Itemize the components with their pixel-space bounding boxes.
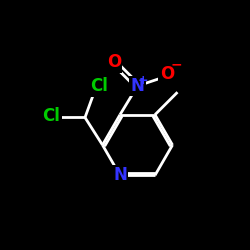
Text: O: O	[107, 53, 121, 71]
Text: −: −	[171, 57, 182, 71]
Text: +: +	[138, 74, 148, 87]
Text: N: N	[113, 166, 127, 184]
Text: O: O	[160, 65, 174, 83]
Text: N: N	[130, 77, 144, 95]
Text: Cl: Cl	[42, 107, 60, 125]
Text: Cl: Cl	[90, 77, 108, 95]
